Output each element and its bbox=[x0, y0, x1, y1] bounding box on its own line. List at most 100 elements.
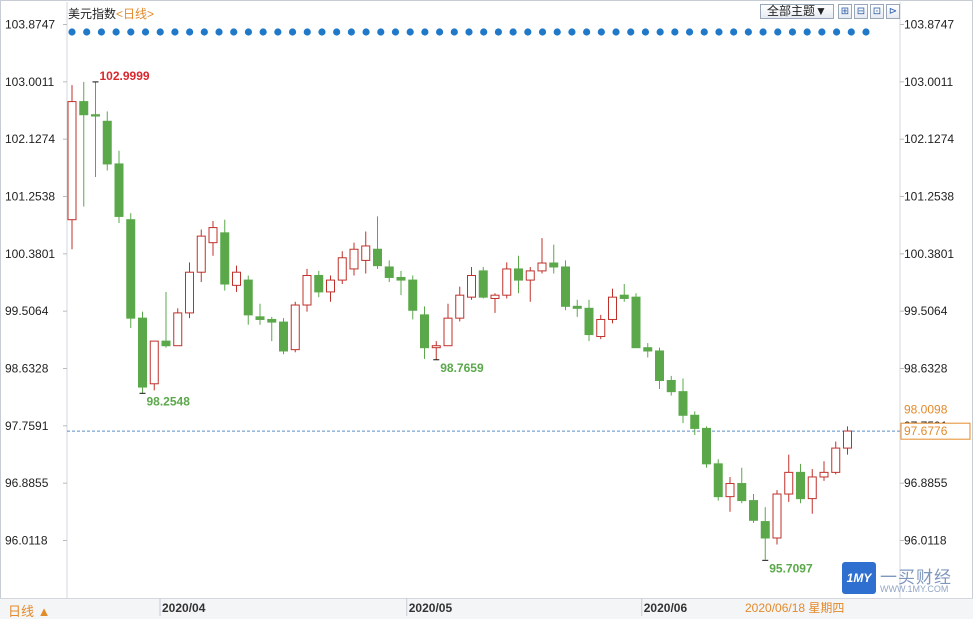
candle-body bbox=[749, 500, 758, 521]
candle-body bbox=[302, 274, 312, 306]
candle-body bbox=[843, 430, 852, 449]
candle-body bbox=[784, 471, 794, 495]
event-dot bbox=[612, 28, 620, 36]
candle-body bbox=[126, 219, 136, 319]
candle bbox=[267, 316, 277, 342]
symbol-title: 美元指数 bbox=[68, 7, 117, 21]
scroll-left-icon[interactable]: ⊡ bbox=[870, 4, 884, 19]
candle bbox=[149, 340, 159, 391]
event-dot bbox=[715, 28, 723, 36]
candle-body bbox=[490, 294, 500, 299]
candle bbox=[326, 275, 335, 302]
candle-body bbox=[408, 279, 418, 311]
theme-dropdown-button[interactable]: 全部主题▼ bbox=[760, 4, 834, 19]
candle bbox=[314, 270, 324, 298]
candle-body bbox=[337, 257, 347, 281]
event-dot bbox=[744, 28, 752, 36]
candle-body bbox=[772, 493, 782, 539]
candle bbox=[185, 262, 194, 319]
candle bbox=[807, 469, 817, 514]
event-dot bbox=[538, 28, 547, 36]
candle bbox=[196, 229, 206, 283]
event-dot bbox=[200, 28, 208, 36]
candle-body bbox=[373, 248, 382, 267]
candle-body bbox=[161, 340, 171, 347]
candle-body bbox=[220, 232, 230, 285]
event-dot bbox=[847, 28, 855, 36]
event-dot bbox=[597, 28, 605, 36]
period-link[interactable]: <日线> bbox=[116, 7, 155, 21]
candle-body bbox=[173, 312, 183, 347]
candle bbox=[514, 255, 523, 294]
scroll-right-icon[interactable]: ⊳ bbox=[886, 4, 900, 19]
event-dot bbox=[391, 28, 400, 36]
candle bbox=[384, 260, 394, 283]
candle bbox=[490, 293, 500, 313]
event-dot bbox=[333, 28, 341, 36]
candle bbox=[655, 347, 664, 390]
y-tick-label-right: 99.5064 bbox=[904, 304, 948, 318]
event-dot bbox=[656, 28, 664, 36]
y-tick-label-left: 102.1274 bbox=[5, 132, 55, 146]
event-dot bbox=[230, 28, 238, 36]
candle bbox=[678, 378, 688, 424]
candle-body bbox=[326, 279, 335, 293]
candle-body bbox=[243, 279, 253, 316]
cursor-date-label: 2020/06/18 星期四 bbox=[745, 601, 844, 615]
candle bbox=[243, 275, 253, 325]
event-dot bbox=[818, 28, 826, 36]
zoom-out-icon[interactable]: ⊟ bbox=[854, 4, 868, 19]
candle-body bbox=[443, 317, 453, 347]
candle bbox=[749, 494, 758, 523]
event-dot bbox=[553, 28, 561, 36]
candle-body bbox=[572, 305, 582, 309]
candle bbox=[431, 341, 441, 360]
candle-body bbox=[114, 163, 124, 217]
period-selector-button[interactable]: 日线 ▲ bbox=[8, 604, 51, 619]
event-dot bbox=[215, 28, 223, 36]
candle-body bbox=[514, 268, 523, 281]
y-tick-label-left: 97.7591 bbox=[5, 419, 49, 433]
candle bbox=[478, 266, 488, 299]
event-dot bbox=[171, 28, 179, 36]
candle-body bbox=[455, 294, 465, 319]
event-dot bbox=[112, 28, 120, 36]
zoom-in-icon[interactable]: ⊞ bbox=[838, 4, 852, 19]
candle-body bbox=[478, 270, 488, 298]
y-tick-label-left: 99.5064 bbox=[5, 304, 49, 318]
candle-body bbox=[760, 521, 770, 539]
event-dot bbox=[480, 28, 488, 36]
candle-body bbox=[361, 245, 371, 261]
candle-body bbox=[502, 268, 512, 296]
candle-body bbox=[561, 266, 570, 307]
logo-name: 一买财经 bbox=[880, 568, 952, 587]
chart-title: 美元指数<日线> bbox=[68, 5, 154, 22]
candle-body bbox=[349, 248, 359, 270]
candle-body bbox=[596, 318, 606, 338]
y-tick-label-right: 98.6328 bbox=[904, 361, 948, 375]
event-dot bbox=[862, 28, 870, 36]
candle-body bbox=[185, 271, 194, 314]
candle bbox=[337, 251, 347, 285]
candle-body bbox=[196, 235, 206, 273]
candle bbox=[690, 411, 700, 435]
event-dot bbox=[641, 28, 650, 36]
candle-body bbox=[549, 262, 559, 268]
candle bbox=[549, 244, 559, 274]
event-dot bbox=[83, 28, 91, 36]
event-dot bbox=[68, 28, 76, 36]
event-dot bbox=[803, 28, 811, 36]
candle bbox=[537, 238, 547, 274]
candle bbox=[373, 216, 382, 269]
event-dot bbox=[509, 28, 517, 36]
brand-logo: 1MY 一买财经 WWW.1MY.COM bbox=[842, 562, 972, 602]
candle bbox=[114, 150, 124, 223]
event-dot bbox=[759, 28, 767, 36]
candle-body bbox=[807, 476, 817, 500]
candle bbox=[361, 231, 371, 274]
logo-url: WWW.1MY.COM bbox=[880, 584, 949, 594]
candle bbox=[760, 507, 770, 560]
y-tick-label-left: 96.8855 bbox=[5, 476, 49, 490]
candle bbox=[772, 490, 782, 545]
